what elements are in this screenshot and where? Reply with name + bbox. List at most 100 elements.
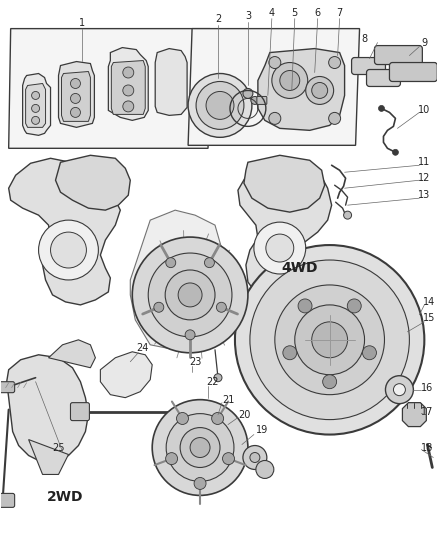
Circle shape <box>165 270 215 320</box>
Circle shape <box>312 83 328 99</box>
Text: 20: 20 <box>239 410 251 419</box>
Polygon shape <box>188 29 360 146</box>
Circle shape <box>178 283 202 307</box>
Circle shape <box>216 302 226 312</box>
Circle shape <box>152 400 248 495</box>
Text: 18: 18 <box>421 442 434 453</box>
Circle shape <box>283 346 297 360</box>
Circle shape <box>148 253 232 337</box>
Circle shape <box>254 222 306 274</box>
Text: 10: 10 <box>418 106 431 116</box>
Polygon shape <box>108 47 148 120</box>
Circle shape <box>188 74 252 138</box>
Circle shape <box>123 67 134 78</box>
Circle shape <box>166 257 176 268</box>
Text: 1: 1 <box>79 18 85 28</box>
Circle shape <box>166 453 177 465</box>
Polygon shape <box>244 155 325 212</box>
Circle shape <box>243 88 253 99</box>
FancyBboxPatch shape <box>374 46 422 64</box>
Circle shape <box>123 101 134 112</box>
Circle shape <box>343 211 352 219</box>
FancyBboxPatch shape <box>367 69 400 86</box>
Circle shape <box>385 376 413 403</box>
Circle shape <box>235 245 424 434</box>
Polygon shape <box>25 84 46 127</box>
Text: 22: 22 <box>206 377 218 387</box>
Polygon shape <box>130 210 225 350</box>
Circle shape <box>323 375 337 389</box>
Circle shape <box>256 461 274 479</box>
Circle shape <box>243 446 267 470</box>
Polygon shape <box>59 61 95 127</box>
Text: 19: 19 <box>256 425 268 434</box>
Text: 24: 24 <box>136 343 148 353</box>
Text: 17: 17 <box>421 407 434 417</box>
Circle shape <box>32 92 39 100</box>
Circle shape <box>180 427 220 467</box>
Circle shape <box>32 104 39 112</box>
Circle shape <box>251 96 259 104</box>
Circle shape <box>71 93 81 103</box>
Text: 6: 6 <box>314 7 321 18</box>
Circle shape <box>205 257 215 268</box>
Circle shape <box>50 232 86 268</box>
Circle shape <box>250 260 410 419</box>
Polygon shape <box>49 340 95 368</box>
Circle shape <box>166 414 234 481</box>
Circle shape <box>298 299 312 313</box>
Text: 2: 2 <box>215 14 221 23</box>
Circle shape <box>328 56 341 69</box>
Circle shape <box>266 234 294 262</box>
Polygon shape <box>100 352 152 398</box>
Polygon shape <box>61 71 90 122</box>
Circle shape <box>71 108 81 117</box>
FancyBboxPatch shape <box>257 96 267 104</box>
Circle shape <box>214 374 222 382</box>
Polygon shape <box>111 61 145 115</box>
Polygon shape <box>238 158 332 302</box>
Polygon shape <box>56 155 130 210</box>
Circle shape <box>269 56 281 69</box>
Circle shape <box>347 299 361 313</box>
FancyBboxPatch shape <box>0 494 14 507</box>
Text: 4: 4 <box>269 7 275 18</box>
Text: 21: 21 <box>222 394 234 405</box>
Text: 23: 23 <box>189 357 201 367</box>
Circle shape <box>393 384 406 395</box>
Polygon shape <box>7 355 88 462</box>
Polygon shape <box>155 49 187 116</box>
Circle shape <box>132 237 248 353</box>
Circle shape <box>154 302 164 312</box>
FancyBboxPatch shape <box>389 62 437 82</box>
Polygon shape <box>9 29 210 148</box>
Polygon shape <box>403 402 426 426</box>
FancyBboxPatch shape <box>71 402 89 421</box>
Circle shape <box>206 92 234 119</box>
Text: 3: 3 <box>245 11 251 21</box>
Polygon shape <box>9 158 120 305</box>
Circle shape <box>295 305 364 375</box>
Circle shape <box>306 77 334 104</box>
Text: 7: 7 <box>336 7 343 18</box>
Text: 13: 13 <box>418 190 431 200</box>
Text: 15: 15 <box>423 313 435 323</box>
Circle shape <box>71 78 81 88</box>
Circle shape <box>250 453 260 463</box>
Circle shape <box>312 322 348 358</box>
Circle shape <box>177 413 188 424</box>
Circle shape <box>275 285 385 394</box>
Circle shape <box>32 116 39 124</box>
Circle shape <box>212 413 224 424</box>
Text: 9: 9 <box>421 38 427 47</box>
Circle shape <box>39 220 99 280</box>
Text: 25: 25 <box>52 442 65 453</box>
Polygon shape <box>28 440 68 474</box>
Circle shape <box>363 346 376 360</box>
Text: 4WD: 4WD <box>282 261 318 275</box>
Circle shape <box>272 62 308 99</box>
Circle shape <box>392 149 399 155</box>
Circle shape <box>123 85 134 96</box>
Circle shape <box>280 70 300 91</box>
Text: 14: 14 <box>423 297 435 307</box>
